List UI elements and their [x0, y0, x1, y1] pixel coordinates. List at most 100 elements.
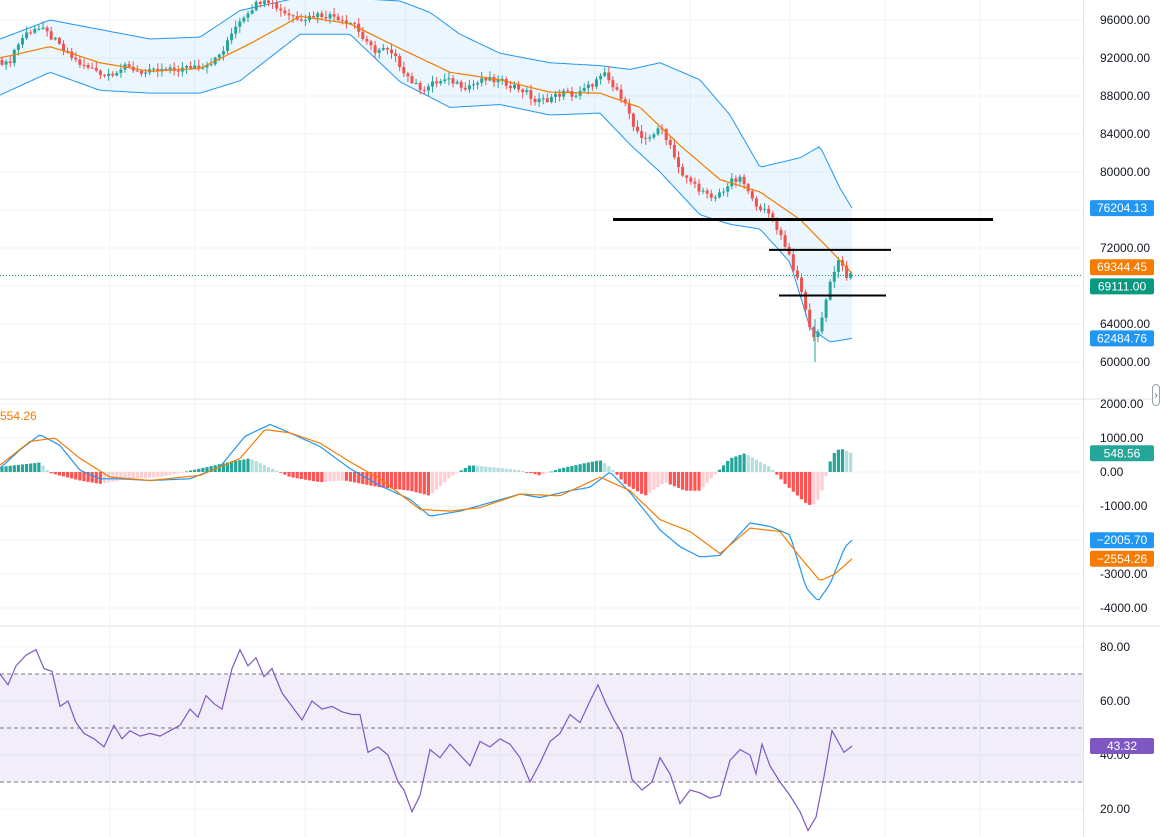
- macd-histogram-bar: [648, 472, 652, 493]
- candle-body: [385, 48, 389, 50]
- candle-body: [734, 178, 738, 182]
- price-tag: [1090, 532, 1154, 549]
- candle-body: [394, 53, 398, 56]
- candle-body: [640, 131, 644, 138]
- macd-histogram-bar: [283, 472, 287, 475]
- macd-axis-tick-label: -4000.00: [1100, 601, 1148, 615]
- macd-histogram-bar: [775, 472, 779, 475]
- macd-histogram-bar: [767, 466, 771, 472]
- macd-axis-tick-label: 0.00: [1100, 465, 1124, 479]
- candle-body: [508, 85, 512, 89]
- candle-body: [586, 84, 590, 89]
- macd-histogram-bar: [33, 463, 37, 472]
- candle-body: [156, 68, 160, 72]
- macd-histogram-bar: [635, 472, 640, 492]
- macd-histogram-bar: [25, 464, 29, 472]
- candle-body: [16, 44, 20, 50]
- price-axis-tick-label: 96000.00: [1100, 13, 1150, 27]
- candle-body: [312, 15, 316, 18]
- candle-body: [677, 157, 680, 168]
- macd-histogram-bar: [102, 472, 107, 484]
- candle-body: [221, 51, 225, 55]
- candle-body: [722, 191, 726, 193]
- macd-histogram-bar: [525, 472, 529, 473]
- macd-histogram-bar: [389, 472, 394, 489]
- candle-body: [836, 260, 840, 272]
- candle-body: [615, 87, 619, 90]
- macd-histogram-bar: [439, 472, 443, 486]
- macd-histogram-bar: [4, 466, 8, 472]
- price-pane[interactable]: [0, 0, 1083, 362]
- macd-histogram-bar: [291, 472, 295, 478]
- macd-histogram-bar: [750, 457, 754, 472]
- macd-histogram-bar: [197, 468, 201, 472]
- candle-body: [611, 80, 615, 88]
- macd-histogram-bar: [590, 461, 594, 472]
- candle-body: [168, 67, 172, 70]
- price-axis-tick-label: 64000.00: [1100, 317, 1150, 331]
- macd-axis-tick-label: 2000.00: [1100, 397, 1144, 411]
- candle-body: [70, 51, 74, 58]
- macd-histogram-bar: [246, 458, 250, 472]
- candle-body: [455, 81, 459, 84]
- price-scales[interactable]: 96000.00 92000.00 88000.00 84000.00 80000.00…: [1090, 13, 1154, 816]
- macd-histogram-bar: [832, 453, 836, 472]
- macd-histogram-bar: [713, 472, 717, 475]
- candle-body: [238, 21, 242, 27]
- macd-histogram-bar: [693, 472, 697, 491]
- candle-body: [754, 198, 758, 207]
- macd-histogram-bar: [836, 449, 840, 472]
- macd-histogram-bar: [275, 470, 279, 472]
- candle-body: [422, 89, 426, 91]
- candle-body: [513, 84, 516, 89]
- price-tag-label: −2005.70: [1097, 533, 1148, 547]
- price-tag: [1090, 445, 1154, 462]
- price-tag: [1090, 330, 1154, 347]
- candle-body: [804, 292, 808, 310]
- macd-histogram-bar: [816, 472, 820, 500]
- price-axis-tick-label: 84000.00: [1100, 127, 1150, 141]
- macd-histogram-bar: [488, 466, 492, 472]
- macd-histogram-bar: [594, 460, 599, 472]
- macd-histogram-bar: [53, 472, 57, 475]
- candle-body: [271, 3, 275, 4]
- candle-body: [795, 270, 799, 278]
- candle-body: [21, 38, 24, 45]
- macd-pane[interactable]: 554.26: [0, 409, 853, 601]
- macd-histogram-bar: [701, 472, 705, 488]
- candle-body: [258, 1, 262, 4]
- macd-histogram-bar: [480, 466, 484, 472]
- macd-histogram-bar: [668, 472, 672, 485]
- macd-histogram-bar: [840, 449, 845, 472]
- macd-histogram-bar: [271, 468, 275, 472]
- macd-histogram-bar: [361, 472, 365, 484]
- macd-histogram-bar: [78, 472, 82, 481]
- macd-histogram-bar: [398, 472, 402, 490]
- candle-body: [800, 277, 803, 292]
- candle-body: [98, 70, 102, 75]
- macd-histogram-bar: [164, 472, 168, 476]
- macd-histogram-bar: [685, 472, 689, 491]
- candle-body: [82, 64, 86, 66]
- rsi-pane[interactable]: [0, 648, 1083, 832]
- collapse-pane-button[interactable]: ›: [1152, 384, 1160, 406]
- candle-body: [12, 49, 16, 64]
- macd-histogram-bar: [385, 472, 389, 489]
- candle-body: [549, 96, 553, 103]
- macd-histogram-bar: [394, 472, 398, 490]
- candle-body: [517, 84, 521, 90]
- macd-line: [0, 423, 853, 601]
- candle-body: [119, 69, 123, 73]
- macd-histogram-bar: [287, 472, 291, 477]
- macd-histogram-bar: [66, 472, 70, 478]
- macd-histogram-bar: [603, 463, 607, 472]
- candle-body: [320, 13, 324, 18]
- macd-histogram-bar: [90, 472, 94, 483]
- candle-body: [328, 14, 332, 19]
- macd-histogram-bar: [12, 465, 16, 472]
- candle-body: [566, 90, 570, 92]
- macd-histogram-bar: [20, 464, 25, 472]
- macd-histogram-bar: [455, 472, 459, 473]
